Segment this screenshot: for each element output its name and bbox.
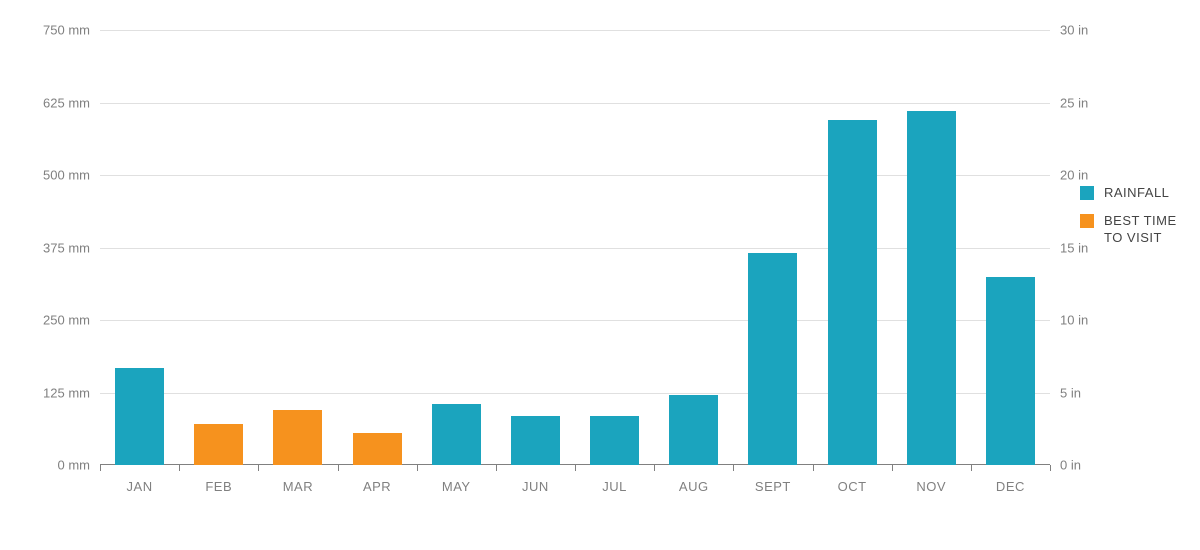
bar	[115, 368, 164, 465]
x-tick-label: AUG	[679, 479, 709, 494]
x-tick-label: OCT	[838, 479, 867, 494]
x-tick-label: MAR	[283, 479, 313, 494]
bar	[511, 416, 560, 465]
x-tick	[496, 465, 497, 471]
x-tick	[258, 465, 259, 471]
y-right-tick-label: 25 in	[1060, 95, 1088, 110]
x-tick	[417, 465, 418, 471]
x-tick	[338, 465, 339, 471]
bar	[194, 424, 243, 465]
x-tick-label: SEPT	[755, 479, 791, 494]
y-right-tick-label: 15 in	[1060, 240, 1088, 255]
x-tick-label: APR	[363, 479, 391, 494]
bar	[353, 433, 402, 465]
bar	[748, 253, 797, 465]
x-tick	[892, 465, 893, 471]
x-tick-label: FEB	[205, 479, 232, 494]
x-tick-label: JAN	[127, 479, 153, 494]
bar	[669, 395, 718, 465]
x-tick	[575, 465, 576, 471]
x-tick	[1050, 465, 1051, 471]
y-right-tick-label: 30 in	[1060, 23, 1088, 38]
y-right-tick-label: 0 in	[1060, 458, 1081, 473]
rainfall-chart: RAINFALL BEST TIMETO VISIT 0 mm 0 in 125 m…	[0, 0, 1200, 550]
bar	[432, 404, 481, 465]
y-left-tick-label: 500 mm	[43, 168, 90, 183]
legend-label-besttime: BEST TIMETO VISIT	[1104, 213, 1177, 246]
bar	[590, 416, 639, 465]
x-tick	[813, 465, 814, 471]
legend: RAINFALL BEST TIMETO VISIT	[1080, 185, 1177, 258]
plot-area	[100, 30, 1050, 465]
bar	[273, 410, 322, 465]
bar	[907, 111, 956, 465]
x-tick-label: DEC	[996, 479, 1025, 494]
legend-item-besttime: BEST TIMETO VISIT	[1080, 213, 1177, 246]
gridline	[100, 30, 1050, 31]
legend-swatch-besttime	[1080, 214, 1094, 228]
bar	[828, 120, 877, 465]
y-right-tick-label: 20 in	[1060, 168, 1088, 183]
bar	[986, 277, 1035, 466]
y-left-tick-label: 375 mm	[43, 240, 90, 255]
x-tick	[654, 465, 655, 471]
y-right-tick-label: 10 in	[1060, 313, 1088, 328]
y-right-tick-label: 5 in	[1060, 385, 1081, 400]
x-tick	[971, 465, 972, 471]
y-left-tick-label: 625 mm	[43, 95, 90, 110]
legend-swatch-rainfall	[1080, 186, 1094, 200]
x-tick-label: NOV	[916, 479, 946, 494]
legend-item-rainfall: RAINFALL	[1080, 185, 1177, 201]
y-left-tick-label: 0 mm	[58, 458, 91, 473]
x-tick	[179, 465, 180, 471]
x-tick-label: JUN	[522, 479, 549, 494]
x-tick-label: MAY	[442, 479, 471, 494]
gridline	[100, 103, 1050, 104]
x-tick	[100, 465, 101, 471]
x-tick	[733, 465, 734, 471]
y-left-tick-label: 750 mm	[43, 23, 90, 38]
legend-label-rainfall: RAINFALL	[1104, 185, 1169, 201]
x-tick-label: JUL	[602, 479, 627, 494]
y-left-tick-label: 125 mm	[43, 385, 90, 400]
y-left-tick-label: 250 mm	[43, 313, 90, 328]
